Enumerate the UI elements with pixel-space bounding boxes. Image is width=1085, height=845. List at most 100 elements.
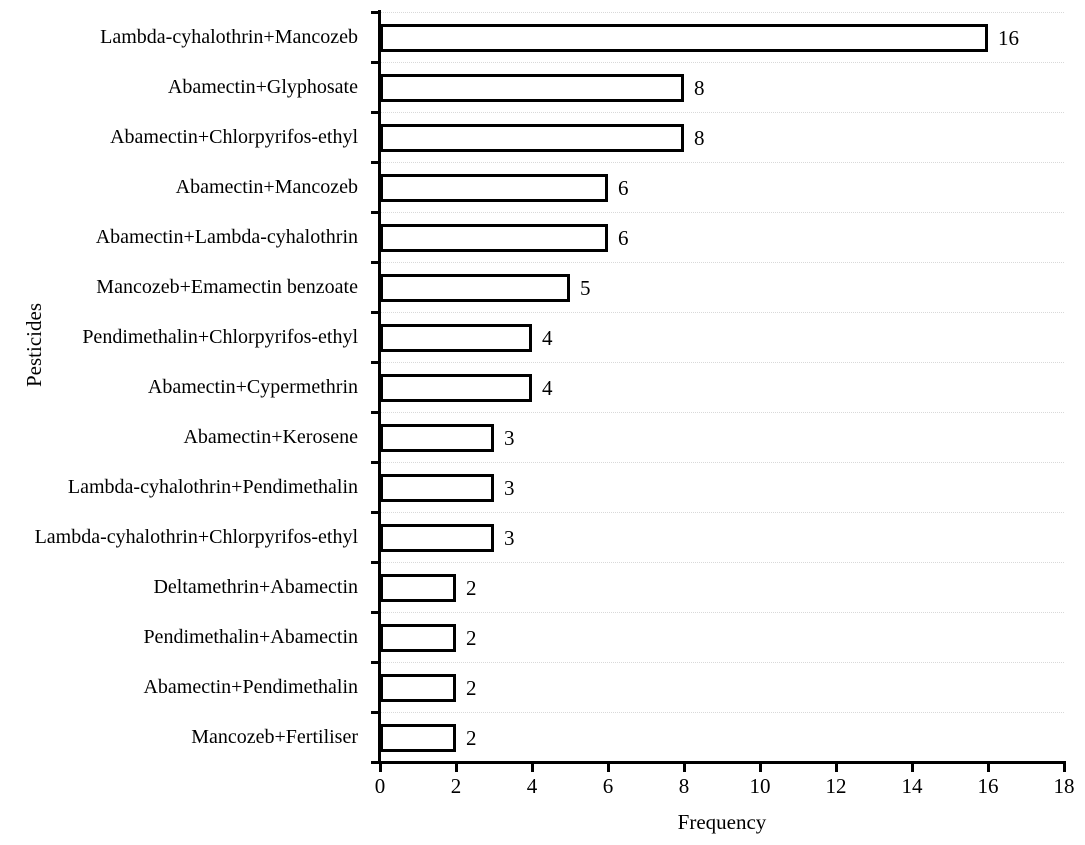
x-axis-tick-label: 0 xyxy=(374,774,386,798)
y-axis-tick xyxy=(371,161,380,164)
gridline xyxy=(380,312,1064,313)
bar xyxy=(380,374,532,402)
y-axis-tick xyxy=(371,411,380,414)
y-axis-tick xyxy=(371,61,380,64)
bar xyxy=(380,524,494,552)
bar xyxy=(380,174,608,202)
y-axis-tick xyxy=(371,111,380,114)
x-axis-tick xyxy=(454,762,458,772)
bar-value-label: 16 xyxy=(998,26,1019,50)
x-axis-tick xyxy=(682,762,686,772)
bar-value-label: 2 xyxy=(466,726,477,750)
y-axis-tick xyxy=(371,11,380,14)
category-label: Lambda-cyhalothrin+Chlorpyrifos-ethyl xyxy=(34,526,358,548)
category-label: Pendimethalin+Chlorpyrifos-ethyl xyxy=(82,326,358,348)
x-axis-tick xyxy=(1062,762,1066,772)
bar xyxy=(380,474,494,502)
category-label: Abamectin+Glyphosate xyxy=(167,76,358,98)
gridline xyxy=(380,162,1064,163)
x-axis-tick xyxy=(606,762,610,772)
x-axis-tick-label: 10 xyxy=(749,774,771,798)
category-label: Abamectin+Mancozeb xyxy=(175,176,358,198)
x-axis-tick-label: 8 xyxy=(678,774,690,798)
x-axis-tick-label: 18 xyxy=(1053,774,1075,798)
y-axis-line xyxy=(378,10,381,764)
x-axis-tick-label: 6 xyxy=(602,774,614,798)
bar-value-label: 4 xyxy=(542,376,553,400)
category-label: Lambda-cyhalothrin+Pendimethalin xyxy=(67,476,358,498)
category-label: Deltamethrin+Abamectin xyxy=(153,576,358,598)
category-label: Mancozeb+Emamectin benzoate xyxy=(96,276,358,298)
gridline xyxy=(380,512,1064,513)
category-label: Abamectin+Lambda-cyhalothrin xyxy=(95,226,358,248)
bar-value-label: 2 xyxy=(466,676,477,700)
gridline xyxy=(380,362,1064,363)
x-axis-title: Frequency xyxy=(677,810,767,834)
x-axis-tick-label: 4 xyxy=(526,774,538,798)
x-axis-tick-label: 2 xyxy=(450,774,462,798)
bar-value-label: 2 xyxy=(466,626,477,650)
gridline xyxy=(380,412,1064,413)
y-axis-tick xyxy=(371,511,380,514)
bar-value-label: 6 xyxy=(618,226,629,250)
category-label: Abamectin+Chlorpyrifos-ethyl xyxy=(110,126,358,148)
category-label: Abamectin+Pendimethalin xyxy=(143,676,358,698)
x-axis-tick xyxy=(834,762,838,772)
y-axis-tick xyxy=(371,561,380,564)
bar xyxy=(380,674,456,702)
x-axis-tick-label: 16 xyxy=(977,774,999,798)
y-axis-tick xyxy=(371,761,380,764)
y-axis-tick xyxy=(371,661,380,664)
bar xyxy=(380,324,532,352)
bar-value-label: 3 xyxy=(504,426,515,450)
bar xyxy=(380,424,494,452)
y-axis-tick xyxy=(371,311,380,314)
x-axis-tick xyxy=(910,762,914,772)
gridline xyxy=(380,112,1064,113)
y-axis-tick xyxy=(371,361,380,364)
y-axis-tick xyxy=(371,461,380,464)
category-label: Pendimethalin+Abamectin xyxy=(143,626,358,648)
bar xyxy=(380,274,570,302)
bar xyxy=(380,74,684,102)
y-axis-tick xyxy=(371,711,380,714)
bar-value-label: 4 xyxy=(542,326,553,350)
bar-value-label: 3 xyxy=(504,476,515,500)
bar xyxy=(380,624,456,652)
bar-value-label: 2 xyxy=(466,576,477,600)
bar xyxy=(380,574,456,602)
bar-value-label: 8 xyxy=(694,76,705,100)
bar xyxy=(380,24,988,52)
x-axis-tick xyxy=(758,762,762,772)
bar xyxy=(380,724,456,752)
bar-value-label: 5 xyxy=(580,276,591,300)
gridline xyxy=(380,562,1064,563)
y-axis-tick xyxy=(371,611,380,614)
bar-value-label: 6 xyxy=(618,176,629,200)
bar xyxy=(380,224,608,252)
x-axis-tick xyxy=(530,762,534,772)
x-axis-tick-label: 14 xyxy=(901,774,923,798)
bar-value-label: 8 xyxy=(694,126,705,150)
x-axis-tick-label: 12 xyxy=(825,774,847,798)
category-label: Abamectin+Cypermethrin xyxy=(147,376,358,398)
gridline xyxy=(380,262,1064,263)
y-axis-tick xyxy=(371,211,380,214)
gridline xyxy=(380,662,1064,663)
category-label: Abamectin+Kerosene xyxy=(183,426,358,448)
gridline xyxy=(380,212,1064,213)
x-axis-tick xyxy=(986,762,990,772)
bar-value-label: 3 xyxy=(504,526,515,550)
category-label: Lambda-cyhalothrin+Mancozeb xyxy=(100,26,358,48)
gridline xyxy=(380,462,1064,463)
y-axis-tick xyxy=(371,261,380,264)
gridline xyxy=(380,712,1064,713)
bar xyxy=(380,124,684,152)
category-label: Mancozeb+Fertiliser xyxy=(191,726,358,748)
x-axis-line xyxy=(377,761,1066,764)
gridline xyxy=(380,62,1064,63)
x-axis-tick xyxy=(378,762,382,772)
gridline xyxy=(380,12,1064,13)
gridline xyxy=(380,612,1064,613)
